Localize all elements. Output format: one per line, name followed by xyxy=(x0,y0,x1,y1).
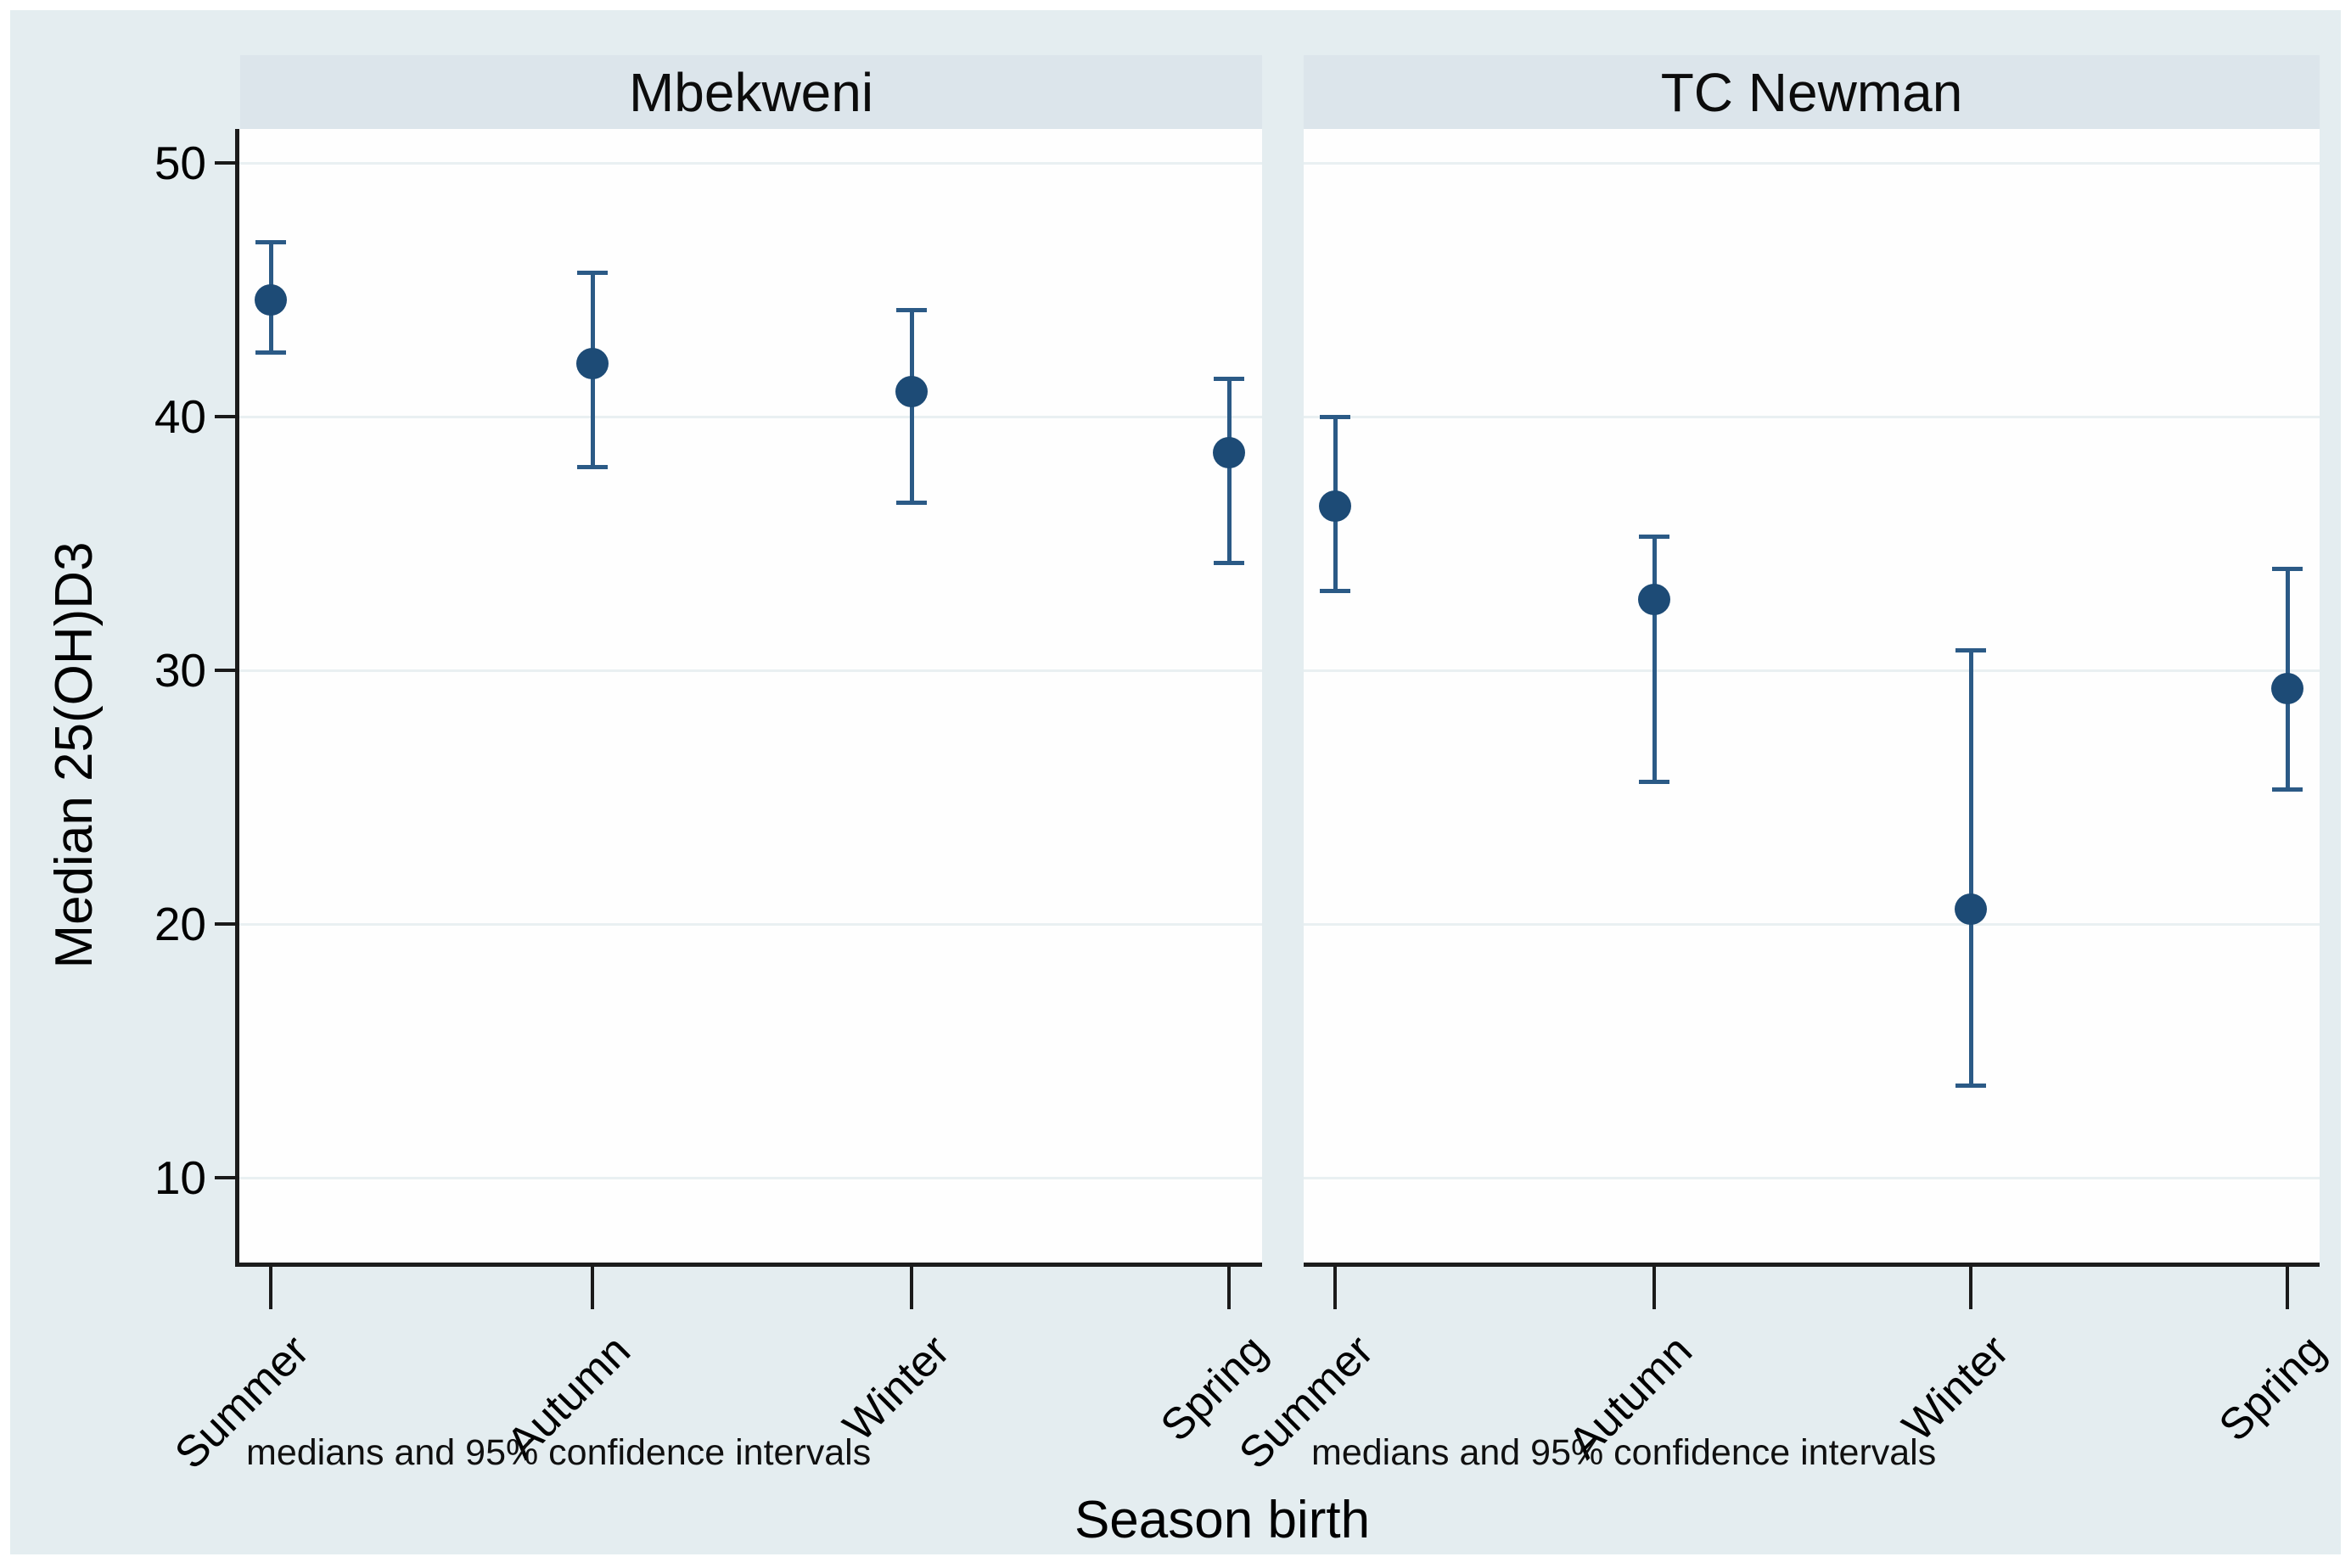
ci-cap-bottom xyxy=(2272,787,2303,792)
x-tick-mark xyxy=(1969,1267,1972,1309)
median-marker xyxy=(2271,672,2303,704)
x-tick-mark xyxy=(1227,1267,1231,1309)
x-axis-title: Season birth xyxy=(1074,1491,1371,1549)
plot-area-tc-newman xyxy=(1304,129,2320,1267)
gridline xyxy=(1304,923,2320,926)
gridline xyxy=(239,923,1262,926)
ci-cap-top xyxy=(1639,534,1669,539)
note-tc-newman: medians and 95% confidence intervals xyxy=(1311,1432,1937,1473)
gridline xyxy=(1304,162,2320,165)
median-marker xyxy=(1213,436,1245,468)
median-marker xyxy=(895,376,928,408)
y-tick-mark xyxy=(215,922,239,926)
ci-cap-top xyxy=(2272,567,2303,572)
ci-cap-bottom xyxy=(1320,589,1350,594)
y-tick-mark xyxy=(215,669,239,672)
x-tick-mark xyxy=(269,1267,272,1309)
ci-stem xyxy=(1227,378,1232,564)
x-tick-mark xyxy=(1333,1267,1337,1309)
ci-cap-top xyxy=(896,308,927,313)
y-tick-mark xyxy=(215,415,239,418)
ci-stem xyxy=(1969,650,1973,1087)
gridline xyxy=(1304,669,2320,672)
gridline xyxy=(239,669,1262,672)
y-tick-label: 40 xyxy=(154,390,206,443)
panel-header-tc-newman: TC Newman xyxy=(1304,55,2320,129)
x-tick-mark xyxy=(2286,1267,2289,1309)
y-tick-label: 50 xyxy=(154,137,206,189)
panel-header-mbekweni: Mbekweni xyxy=(240,55,1262,129)
median-marker xyxy=(255,284,287,316)
ci-cap-bottom xyxy=(896,500,927,505)
median-marker xyxy=(1638,584,1670,616)
ci-cap-bottom xyxy=(1214,561,1244,566)
median-marker xyxy=(1319,490,1351,522)
y-tick-label: 10 xyxy=(154,1151,206,1204)
x-tick-mark xyxy=(910,1267,913,1309)
ci-cap-top xyxy=(1955,648,1986,653)
x-tick-mark xyxy=(591,1267,594,1309)
ci-stem xyxy=(1652,535,1657,782)
plot-area-mbekweni xyxy=(235,129,1262,1267)
panel-title: TC Newman xyxy=(1660,61,1963,123)
ci-cap-top xyxy=(1320,415,1350,419)
gridline xyxy=(1304,416,2320,418)
gridline xyxy=(239,162,1262,165)
ci-cap-top xyxy=(577,270,608,275)
ci-cap-top xyxy=(255,239,286,244)
y-tick-mark xyxy=(215,1176,239,1179)
median-marker xyxy=(1955,893,1987,926)
x-tick-mark xyxy=(1652,1267,1656,1309)
gridline xyxy=(239,1177,1262,1179)
median-marker xyxy=(576,348,609,380)
ci-cap-bottom xyxy=(255,350,286,356)
ci-cap-bottom xyxy=(577,464,608,469)
y-tick-label: 20 xyxy=(154,898,206,950)
ci-cap-top xyxy=(1214,377,1244,382)
gridline xyxy=(239,416,1262,418)
y-tick-label: 30 xyxy=(154,644,206,697)
ci-cap-bottom xyxy=(1639,779,1669,784)
panel-title: Mbekweni xyxy=(628,61,874,123)
ci-cap-bottom xyxy=(1955,1084,1986,1089)
gridline xyxy=(1304,1177,2320,1179)
note-mbekweni: medians and 95% confidence intervals xyxy=(246,1432,872,1473)
y-tick-mark xyxy=(215,161,239,165)
